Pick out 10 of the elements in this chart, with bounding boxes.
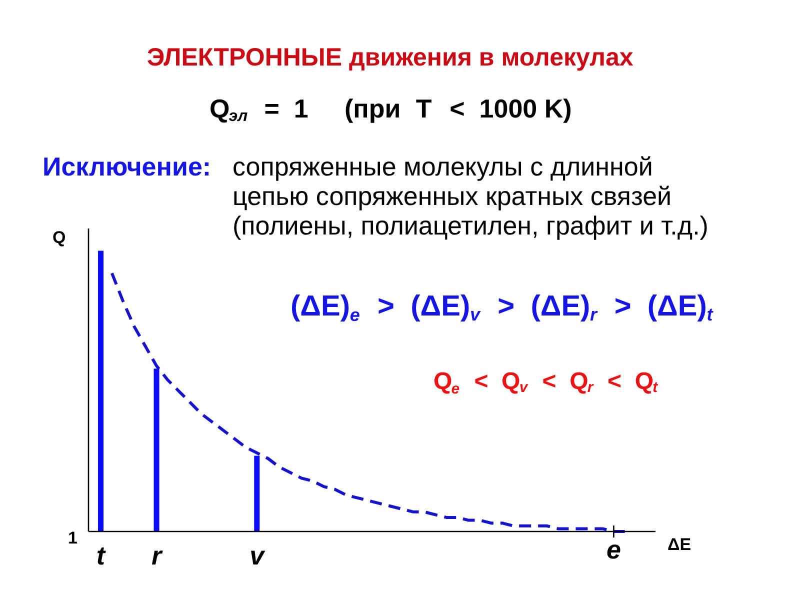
text: Исключение:	[42, 152, 212, 182]
x-tick-label: t	[96, 540, 106, 570]
y-axis-title: Q	[52, 228, 66, 247]
x-tick-label: r	[151, 540, 164, 570]
x-tick-label: v	[250, 540, 266, 570]
chart-title: ЭЛЕКТРОННЫЕ движения в молекулах	[146, 44, 634, 72]
x-tick-label: e	[606, 534, 621, 564]
x-axis-title: ΔE	[668, 535, 692, 554]
text: 1	[68, 528, 78, 548]
text: сопряженные молекулы с длинной цепью сопряженных кратных связей (полиены, полиацетилен, графит и т.д.)	[232, 152, 708, 240]
